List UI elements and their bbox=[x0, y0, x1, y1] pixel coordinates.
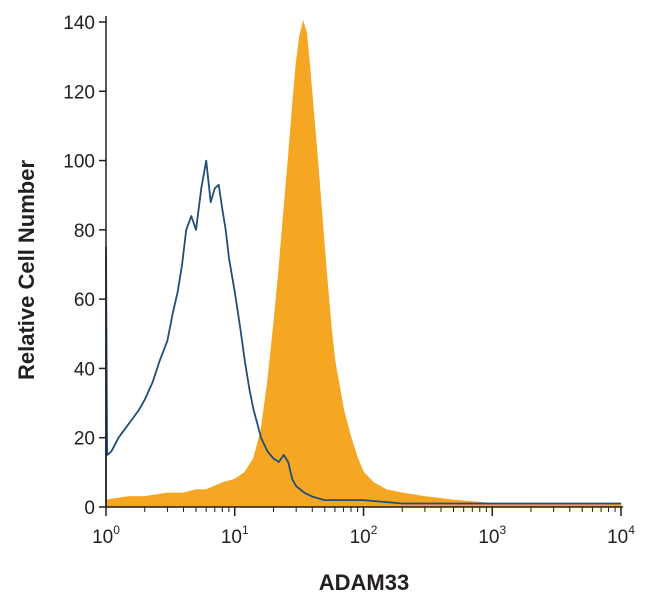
x-axis-title: ADAM33 bbox=[319, 570, 409, 595]
x-tick-label: 103 bbox=[478, 523, 506, 548]
series-layer bbox=[105, 20, 622, 508]
y-tick-label: 40 bbox=[74, 359, 95, 380]
tick-labels: 0 20 40 60 80 100 120 140 100 101 102 103 104 bbox=[63, 13, 635, 548]
y-tick-label: 80 bbox=[74, 221, 95, 242]
y-tick-label: 60 bbox=[74, 290, 95, 311]
y-tick-label: 120 bbox=[63, 82, 95, 103]
y-tick-label: 100 bbox=[63, 152, 95, 173]
series-outline-histogram bbox=[105, 159, 621, 507]
x-tick-label: 101 bbox=[221, 523, 249, 548]
y-axis-title: Relative Cell Number bbox=[14, 160, 39, 381]
x-tick-label: 100 bbox=[92, 523, 120, 548]
y-tick-label: 140 bbox=[63, 13, 95, 34]
y-tick-label: 0 bbox=[84, 498, 95, 519]
x-tick-label: 102 bbox=[350, 523, 378, 548]
y-tick-label: 20 bbox=[74, 429, 95, 450]
x-tick-label: 104 bbox=[607, 523, 635, 548]
axes-layer bbox=[99, 16, 623, 516]
series-filled-histogram bbox=[105, 20, 622, 508]
